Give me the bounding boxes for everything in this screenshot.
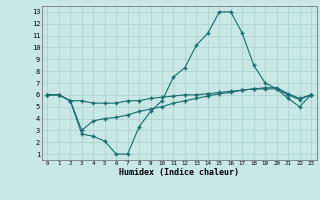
- X-axis label: Humidex (Indice chaleur): Humidex (Indice chaleur): [119, 168, 239, 177]
